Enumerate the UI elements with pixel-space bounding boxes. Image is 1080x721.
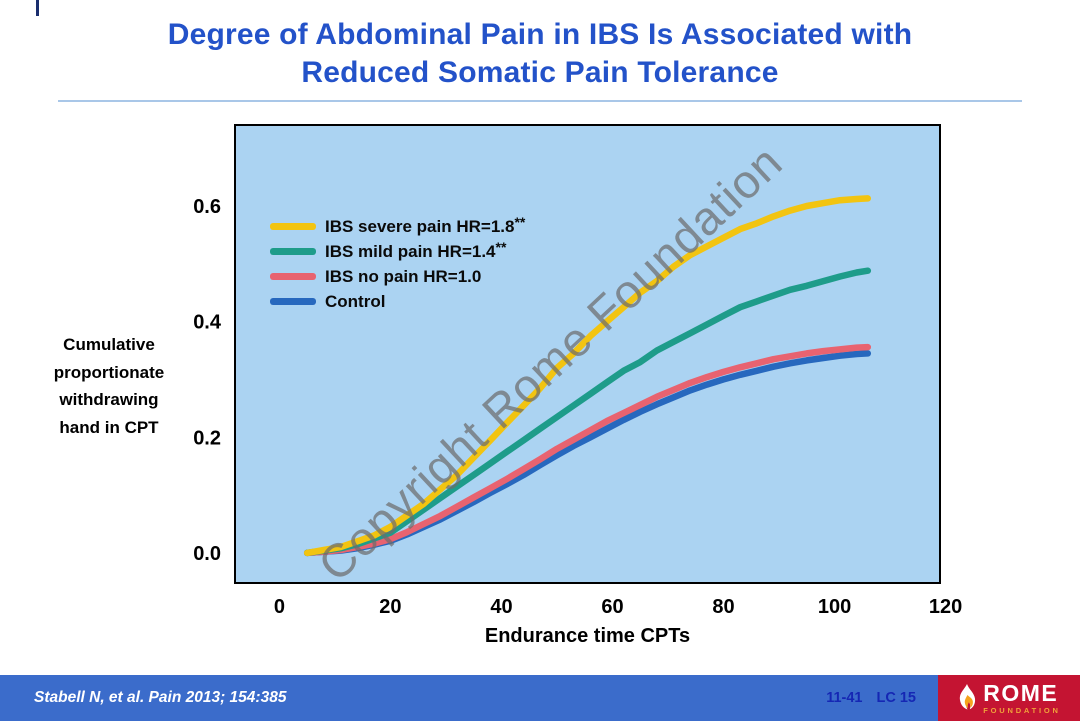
logo-rome-text: ROME	[983, 679, 1059, 706]
legend-label: IBS mild pain HR=1.4**	[325, 238, 507, 261]
legend-item: IBS no pain HR=1.0	[270, 264, 525, 289]
footer: Stabell N, et al. Pain 2013; 154:385 11-…	[0, 675, 1080, 721]
legend-item: IBS severe pain HR=1.8**	[270, 214, 525, 239]
x-axis-label: Endurance time CPTs	[484, 625, 691, 647]
top-left-accent	[36, 0, 39, 16]
line-chart: 0.0 0.2 0.4 0.6 0 20 40 60 80 100 120	[193, 124, 962, 618]
legend-swatch	[270, 248, 316, 255]
y-tick-label: 0.6	[193, 196, 221, 218]
chart-region: 0.0 0.2 0.4 0.6 0 20 40 60 80 100 120 IBS severe p…	[165, 113, 965, 658]
y-tick-label: 0.2	[193, 427, 221, 449]
legend-swatch	[270, 298, 316, 305]
logo-text: ROME FOUNDATION	[983, 679, 1061, 715]
legend-label: IBS severe pain HR=1.8**	[325, 213, 526, 236]
x-tick-label: 20	[379, 596, 401, 618]
rome-foundation-logo: ROME FOUNDATION	[938, 675, 1080, 721]
logo-foundation-text: FOUNDATION	[983, 705, 1061, 715]
x-tick-label: 60	[601, 596, 623, 618]
legend-item: Control	[270, 289, 525, 314]
series-line-1	[303, 267, 872, 557]
page-title: Degree of Abdominal Pain in IBS Is Assoc…	[40, 16, 1040, 91]
lecture-code: LC 15	[876, 690, 917, 706]
legend-swatch	[270, 273, 316, 280]
chart-legend: IBS severe pain HR=1.8** IBS mild pain HR…	[270, 214, 525, 314]
slide-number: 11-41	[826, 690, 863, 706]
x-tick-label: 100	[818, 596, 851, 618]
legend-label: Control	[325, 291, 386, 311]
x-tick-label: 0	[274, 596, 285, 618]
series-line-0	[303, 195, 872, 557]
title-line-2: Reduced Somatic Pain Tolerance	[301, 55, 779, 89]
legend-label: IBS no pain HR=1.0	[325, 266, 482, 286]
legend-item: IBS mild pain HR=1.4**	[270, 239, 525, 264]
title-line-1: Degree of Abdominal Pain in IBS Is Assoc…	[167, 18, 913, 51]
legend-swatch	[270, 223, 316, 230]
y-tick-label: 0.0	[193, 543, 221, 565]
flame-icon	[960, 684, 976, 710]
y-axis-label: Cumulative proportionate withdrawing han…	[53, 335, 165, 437]
series-line-2	[303, 343, 872, 557]
title-divider	[58, 100, 1022, 102]
legend-significance: **	[495, 238, 507, 255]
x-tick-label: 80	[712, 596, 734, 618]
x-tick-label: 120	[929, 596, 962, 618]
legend-significance: **	[514, 213, 526, 230]
citation: Stabell N, et al. Pain 2013; 154:385	[34, 689, 287, 706]
y-tick-label: 0.4	[193, 312, 222, 334]
x-tick-label: 40	[490, 596, 512, 618]
